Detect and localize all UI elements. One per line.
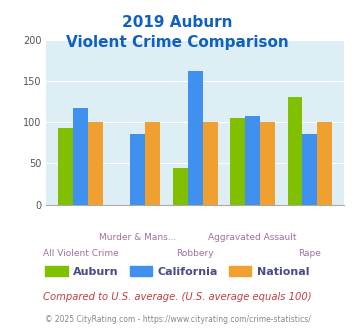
Text: Aggravated Assault: Aggravated Assault xyxy=(208,233,297,242)
Bar xyxy=(73,108,88,205)
Bar xyxy=(288,97,302,205)
Text: Compared to U.S. average. (U.S. average equals 100): Compared to U.S. average. (U.S. average … xyxy=(43,292,312,302)
Bar xyxy=(145,122,160,205)
Text: Robbery: Robbery xyxy=(176,249,214,258)
Legend: Auburn, California, National: Auburn, California, National xyxy=(41,261,314,281)
Bar xyxy=(302,134,317,205)
Bar xyxy=(130,134,145,205)
Bar xyxy=(58,128,73,205)
Bar xyxy=(173,168,188,205)
Text: © 2025 CityRating.com - https://www.cityrating.com/crime-statistics/: © 2025 CityRating.com - https://www.city… xyxy=(45,315,310,324)
Bar xyxy=(203,122,218,205)
Bar xyxy=(230,118,245,205)
Bar xyxy=(260,122,275,205)
Bar xyxy=(188,71,203,205)
Bar xyxy=(245,116,260,205)
Text: Rape: Rape xyxy=(299,249,321,258)
Text: Murder & Mans...: Murder & Mans... xyxy=(99,233,176,242)
Text: All Violent Crime: All Violent Crime xyxy=(43,249,119,258)
Text: Violent Crime Comparison: Violent Crime Comparison xyxy=(66,35,289,50)
Bar xyxy=(317,122,332,205)
Text: 2019 Auburn: 2019 Auburn xyxy=(122,15,233,30)
Bar xyxy=(88,122,103,205)
